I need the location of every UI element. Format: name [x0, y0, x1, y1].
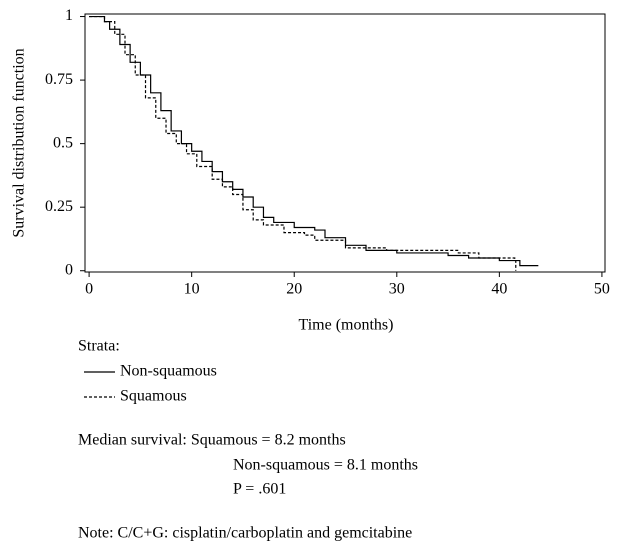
y-tick-label: 0.5	[53, 134, 73, 151]
x-axis-label: Time (months)	[299, 317, 394, 334]
y-tick-label: 0	[65, 261, 73, 278]
annotation: P = .601	[233, 481, 286, 498]
x-tick-label: 50	[594, 281, 610, 298]
x-tick-label: 30	[389, 281, 405, 298]
x-tick-label: 10	[184, 281, 200, 298]
x-tick-label: 40	[491, 281, 507, 298]
survival-curve	[89, 15, 539, 267]
annotation: Median survival: Squamous = 8.2 months	[78, 432, 346, 449]
legend-title: Strata:	[78, 338, 120, 355]
y-tick-label: 0.25	[45, 198, 73, 215]
x-tick-label: 0	[85, 281, 93, 298]
y-tick-label: 1	[65, 7, 73, 24]
y-axis-label: Survival distribution function	[11, 48, 28, 237]
annotation: Non-squamous = 8.1 months	[233, 457, 418, 474]
y-tick-label: 0.75	[45, 71, 73, 88]
survival-curve	[89, 15, 517, 271]
plot-frame	[84, 13, 606, 273]
annotation: Note: C/C+G: cisplatin/carboplatin and g…	[78, 525, 412, 542]
legend-label: Squamous	[120, 388, 187, 405]
x-tick-label: 20	[286, 281, 302, 298]
legend-label: Non-squamous	[120, 363, 217, 380]
